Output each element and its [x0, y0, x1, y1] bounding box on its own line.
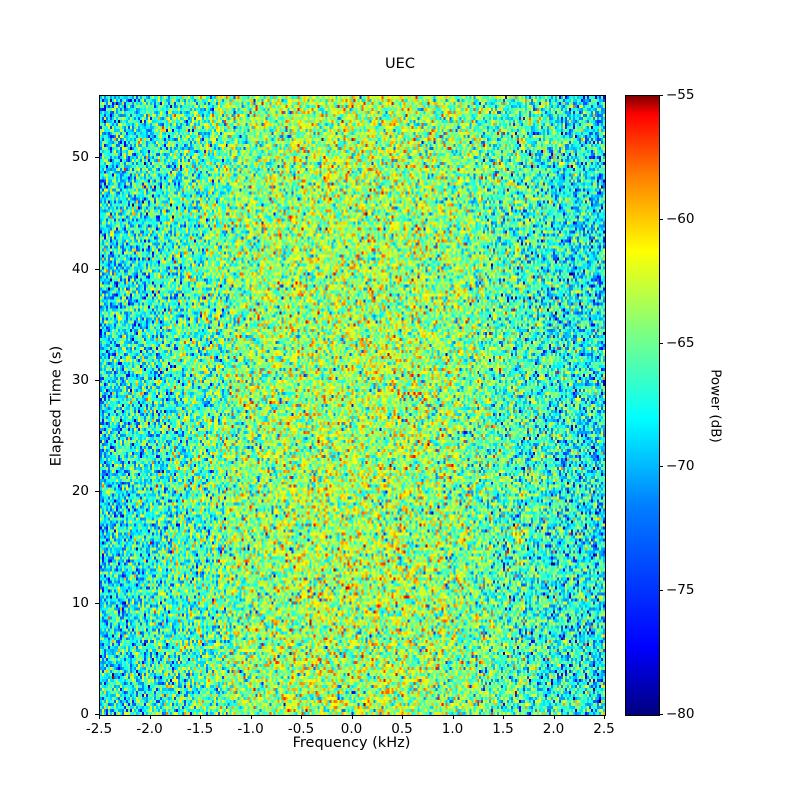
y-tick-label: 0 [80, 706, 89, 722]
colorbar-tick-mark [659, 95, 663, 96]
x-tick-mark [604, 715, 605, 719]
colorbar-tick-mark [659, 466, 663, 468]
x-tick-mark [452, 715, 454, 719]
x-tick-mark [553, 715, 555, 719]
y-tick-mark [95, 602, 99, 604]
y-tick-label: 30 [71, 372, 89, 388]
colorbar-tick-label: −75 [666, 582, 695, 599]
y-tick-mark [95, 380, 99, 381]
x-tick-mark [503, 715, 504, 719]
colorbar-tick-label: −65 [666, 334, 695, 351]
title-line-station: UEC [385, 56, 415, 72]
x-tick-mark [250, 715, 252, 719]
x-tick-mark [351, 715, 353, 719]
y-tick-mark [95, 157, 99, 159]
colorbar-tick-mark [659, 590, 663, 592]
x-tick-label: -1.0 [237, 721, 264, 737]
y-tick-mark [95, 491, 99, 493]
y-axis-label: Elapsed Time (s) [48, 345, 65, 467]
colorbar-tick-label: −60 [666, 210, 695, 227]
spectrogram-image [100, 96, 605, 715]
colorbar-tick-mark [659, 342, 663, 344]
colorbar [625, 95, 660, 716]
y-tick-label: 40 [71, 260, 89, 277]
x-tick-label: 2.0 [542, 721, 565, 737]
colorbar-tick-label: −80 [666, 706, 695, 722]
x-tick-label: 0.0 [340, 721, 363, 737]
colorbar-tick-mark [659, 218, 663, 220]
x-tick-label: -2.0 [136, 721, 163, 737]
x-tick-mark [402, 715, 403, 719]
colorbar-label: Power (dB) [707, 369, 724, 443]
x-tick-mark [200, 715, 201, 719]
x-tick-label: 1.5 [492, 721, 514, 737]
x-tick-mark [99, 715, 100, 719]
y-tick-label: 20 [71, 483, 89, 500]
x-tick-mark [301, 715, 302, 719]
y-tick-mark [95, 714, 99, 715]
y-tick-label: 50 [71, 149, 89, 166]
x-tick-label: 1.0 [441, 721, 464, 737]
x-tick-label: 2.5 [593, 721, 615, 737]
colorbar-tick-label: −55 [666, 87, 695, 103]
y-tick-label: 10 [71, 594, 89, 611]
x-tick-label: -0.5 [287, 721, 315, 737]
y-tick-mark [95, 268, 99, 270]
x-tick-label: -2.5 [85, 721, 113, 737]
x-tick-label: -1.5 [186, 721, 214, 737]
colorbar-tick-label: −70 [666, 458, 695, 475]
spectrogram-axes [99, 95, 606, 716]
x-tick-label: 0.5 [391, 721, 413, 737]
colorbar-tick-mark [659, 714, 663, 715]
x-axis-label: Frequency (kHz) [292, 735, 411, 751]
x-tick-mark [149, 715, 151, 719]
